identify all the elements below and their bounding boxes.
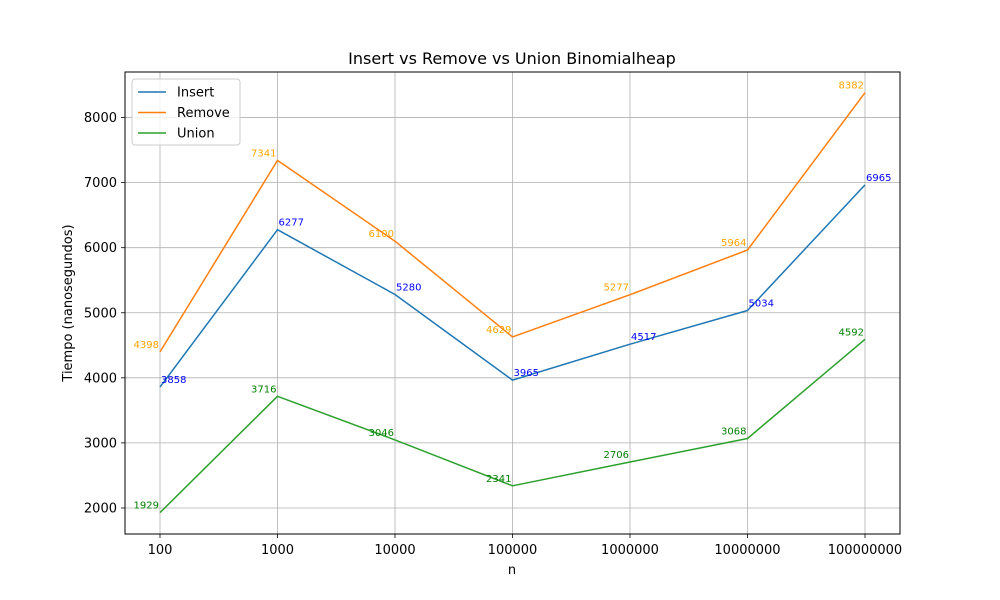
data-label-union: 3068: [721, 426, 746, 437]
y-tick-label: 4000: [84, 371, 117, 386]
legend-label-union: Union: [177, 127, 215, 142]
data-label-insert: 6277: [279, 218, 304, 229]
data-label-insert: 5280: [396, 283, 421, 294]
x-tick-label: 1000: [261, 543, 294, 558]
chart-title: Insert vs Remove vs Union Binomialheap: [348, 49, 676, 68]
series-line-remove: [159, 92, 866, 353]
data-label-remove: 8382: [839, 81, 864, 92]
data-label-union: 3046: [369, 428, 394, 439]
legend-label-insert: Insert: [177, 86, 214, 101]
data-label-remove: 5277: [604, 283, 629, 294]
data-label-remove: 4398: [134, 340, 159, 351]
data-label-union: 3716: [251, 384, 276, 395]
data-label-remove: 5964: [721, 238, 746, 249]
legend-label-remove: Remove: [177, 106, 230, 121]
y-axis-ticks: 2000 3000 4000 5000 6000 7000 8000: [84, 111, 125, 516]
data-label-remove: 7341: [251, 148, 276, 159]
y-tick-label: 3000: [84, 436, 117, 451]
x-tick-label: 100: [148, 543, 173, 558]
y-axis-label: Tiempo (nanosegundos): [61, 224, 76, 382]
legend-box: [131, 78, 241, 146]
data-label-insert: 3858: [161, 375, 186, 386]
x-tick-label: 100000: [488, 543, 538, 558]
series-line-union: [159, 338, 866, 514]
series-lines: [159, 92, 866, 514]
data-label-union: 2706: [604, 450, 629, 461]
y-tick-label: 6000: [84, 241, 117, 256]
x-tick-label: 1000000: [601, 543, 659, 558]
y-tick-label: 7000: [84, 176, 117, 191]
data-labels: 3858 6277 5280 3965 4517 5034 6965 4398 7341 6100…: [134, 81, 892, 512]
y-tick-label: 8000: [84, 111, 117, 126]
series-line-insert: [159, 184, 866, 388]
y-tick-label: 5000: [84, 306, 117, 321]
data-label-remove: 4629: [486, 325, 511, 336]
data-label-insert: 4517: [631, 332, 656, 343]
data-label-union: 2341: [486, 474, 511, 485]
x-tick-label: 100000000: [828, 543, 902, 558]
data-label-union: 4592: [839, 327, 864, 338]
x-tick-label: 10000000: [714, 543, 780, 558]
x-axis-label: n: [508, 563, 516, 578]
grid: [125, 72, 900, 534]
y-tick-label: 2000: [84, 501, 117, 516]
data-label-union: 1929: [134, 501, 159, 512]
legend: Insert Remove Union: [131, 78, 241, 146]
data-label-insert: 3965: [514, 368, 539, 379]
data-label-remove: 6100: [369, 229, 394, 240]
data-label-insert: 6965: [866, 173, 891, 184]
x-tick-label: 10000: [374, 543, 415, 558]
x-axis-ticks: 100 1000 10000 100000 1000000 10000000 1000000…: [148, 534, 902, 558]
data-label-insert: 5034: [749, 299, 774, 310]
